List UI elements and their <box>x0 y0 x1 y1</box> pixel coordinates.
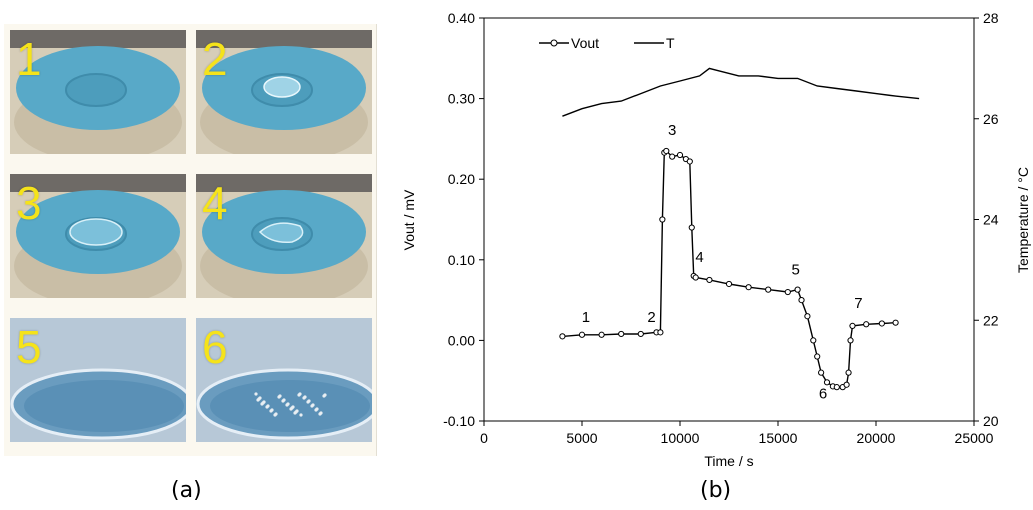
vout-point <box>843 381 850 388</box>
vout-point <box>686 158 693 165</box>
vout-point <box>784 288 791 296</box>
vout-point <box>657 329 664 336</box>
legend-label-vout: Vout <box>571 35 599 51</box>
photo-step-1: 1 <box>10 30 186 154</box>
vout-point <box>765 286 772 293</box>
y-tick-label: 0.00 <box>448 332 475 348</box>
x-tick-label: 0 <box>480 430 488 446</box>
y2-tick-label: 24 <box>983 212 999 228</box>
vout-point <box>725 280 733 288</box>
annotation-5: 5 <box>791 261 799 278</box>
vout-point <box>663 147 670 155</box>
panel-b-caption: (b) <box>700 478 732 503</box>
photo-step-label: 2 <box>202 33 228 85</box>
photo-image <box>10 30 186 154</box>
vout-point <box>878 320 885 327</box>
photo-panel: 1 2 3 4 5 6 <box>4 24 377 456</box>
vout-point <box>863 321 870 328</box>
vout-point <box>637 330 644 338</box>
photo-step-3: 3 <box>10 174 186 298</box>
x-tick-label: 5000 <box>566 430 597 446</box>
photo-image <box>196 174 372 298</box>
y-axis-label: Vout / mV <box>401 189 417 250</box>
annotation-7: 7 <box>854 295 862 312</box>
photo-step-6: 6 <box>196 318 372 442</box>
vout-point <box>659 216 666 223</box>
y2-tick-label: 22 <box>983 312 999 328</box>
photo-image <box>196 30 372 154</box>
x-tick-label: 10000 <box>661 430 700 446</box>
legend-label-t: T <box>666 35 675 51</box>
photo-step-label: 5 <box>16 321 42 373</box>
photo-image <box>10 174 186 298</box>
x-tick-label: 25000 <box>955 430 994 446</box>
y2-axis-label: Temperature / °C <box>1015 167 1031 273</box>
vout-point <box>847 337 854 344</box>
vout-point <box>804 313 811 320</box>
vout-point <box>849 322 856 329</box>
photo-image <box>196 318 372 442</box>
annotation-1: 1 <box>582 309 590 326</box>
x-tick-label: 20000 <box>857 430 896 446</box>
vout-point <box>559 333 566 340</box>
annotation-6: 6 <box>819 385 827 402</box>
vout-point <box>798 297 805 304</box>
vout-point <box>833 384 840 391</box>
vout-point <box>745 284 752 291</box>
annotation-3: 3 <box>668 122 676 139</box>
y-tick-label: 0.40 <box>448 10 475 26</box>
vout-point <box>676 151 684 159</box>
y-tick-label: 0.30 <box>448 91 475 107</box>
photo-step-label: 3 <box>16 177 42 229</box>
vout-point <box>578 331 586 338</box>
vout-point <box>706 276 713 284</box>
photo-step-4: 4 <box>196 174 372 298</box>
annotation-2: 2 <box>647 309 655 326</box>
x-tick-label: 15000 <box>759 430 798 446</box>
vout-point <box>618 330 625 338</box>
vout-point <box>669 153 676 160</box>
panel-a-caption: (a) <box>171 478 202 503</box>
y-tick-label: -0.10 <box>443 413 475 429</box>
vout-point <box>688 224 695 231</box>
vout-point <box>823 379 831 386</box>
y2-tick-label: 28 <box>983 10 999 26</box>
vout-point <box>598 331 605 338</box>
y2-tick-label: 26 <box>983 111 999 127</box>
y-tick-label: 0.10 <box>448 252 475 268</box>
y2-tick-label: 20 <box>983 413 999 429</box>
photo-step-label: 1 <box>16 33 42 85</box>
legend-marker <box>550 39 558 47</box>
vout-point <box>794 286 801 293</box>
vout-point <box>692 274 699 281</box>
vout-point <box>818 369 825 376</box>
vout-point <box>814 353 821 360</box>
photo-step-2: 2 <box>196 30 372 154</box>
x-axis-label: Time / s <box>704 453 753 469</box>
series-line-t <box>562 67 920 117</box>
vout-point <box>892 319 899 326</box>
vout-point <box>810 337 817 344</box>
photo-step-label: 6 <box>202 321 228 373</box>
y-tick-label: 0.20 <box>448 171 475 187</box>
time-series-chart: 0 5000 10000 15000 20000 25000 -0.10 0.00 0.10 0.… <box>401 10 1031 469</box>
photo-image <box>10 318 186 442</box>
photo-step-5: 5 <box>10 318 186 442</box>
plot-area <box>483 17 975 422</box>
photo-step-label: 4 <box>202 177 228 229</box>
vout-point <box>845 369 852 376</box>
annotation-4: 4 <box>695 249 703 266</box>
